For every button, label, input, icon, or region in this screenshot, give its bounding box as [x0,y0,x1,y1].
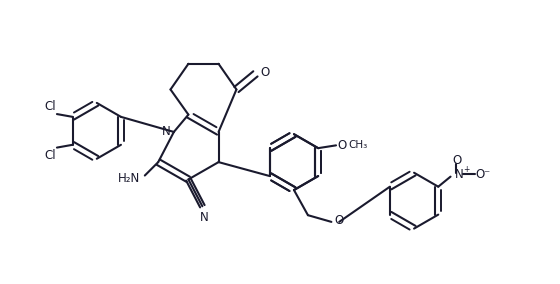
Text: +: + [463,166,469,174]
Text: O: O [337,139,347,152]
Text: O: O [475,168,485,181]
Text: CH₃: CH₃ [348,140,367,150]
Text: H₂N: H₂N [118,172,141,185]
Text: N: N [455,168,464,181]
Text: Cl: Cl [44,149,56,162]
Text: N: N [162,126,170,138]
Text: ⁻: ⁻ [483,168,490,181]
Text: Cl: Cl [44,100,56,113]
Text: N: N [200,211,209,224]
Text: O: O [335,214,344,227]
Text: O: O [260,66,269,79]
Text: O: O [453,154,462,168]
